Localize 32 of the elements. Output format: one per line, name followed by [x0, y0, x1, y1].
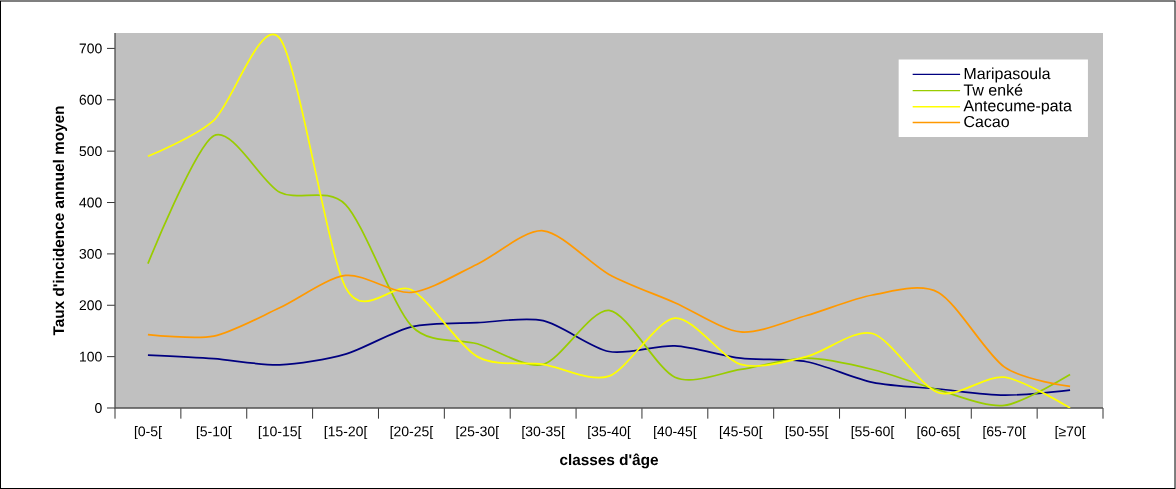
x-tick-label: [25-30[: [456, 426, 499, 440]
x-tick-label: [5-10[: [196, 426, 232, 440]
y-tick-label: 0: [95, 403, 102, 413]
y-axis-title: Taux d'incidence annuel moyen: [52, 106, 68, 336]
y-tick-label: 200: [79, 300, 102, 311]
y-tick-label: 500: [79, 146, 102, 157]
line-series: [147, 134, 1071, 407]
y-tick-label: 300: [79, 248, 102, 259]
y-tick-label: 400: [79, 197, 102, 208]
x-tick-label: [20-25[: [390, 426, 434, 440]
x-tick-label: [60-65[: [917, 426, 961, 440]
x-tick-label: [15-20[: [324, 426, 368, 440]
x-tick-label: [55-60[: [851, 426, 895, 440]
x-tick-label: [50-55[: [785, 426, 829, 440]
legend-label: Maripasoula: [964, 67, 1051, 83]
x-tick-label: [35-40[: [588, 426, 631, 440]
y-tick-label: 700: [79, 43, 102, 54]
x-tick-label: [30-35[: [522, 426, 565, 440]
x-tick-label: [10-15[: [258, 426, 302, 440]
legend-label: Cacao: [964, 115, 1009, 128]
line-series: [147, 318, 1071, 397]
x-tick-label: [40-45[: [654, 426, 697, 440]
x-axis-title: classes d'âge: [560, 453, 659, 469]
line-series: [147, 229, 1071, 388]
y-tick-label: 600: [79, 94, 102, 105]
x-tick-label: [0-5[: [134, 426, 162, 440]
legend-label: Antecume-pata: [963, 100, 1072, 115]
x-tick-label: [65-70[: [983, 426, 1026, 440]
y-tick-label: 100: [80, 351, 102, 362]
legend-label: Tw enké: [963, 83, 1023, 96]
x-tick-label: [45-50[: [719, 426, 763, 440]
x-tick-label: [≥70[: [1055, 426, 1086, 440]
